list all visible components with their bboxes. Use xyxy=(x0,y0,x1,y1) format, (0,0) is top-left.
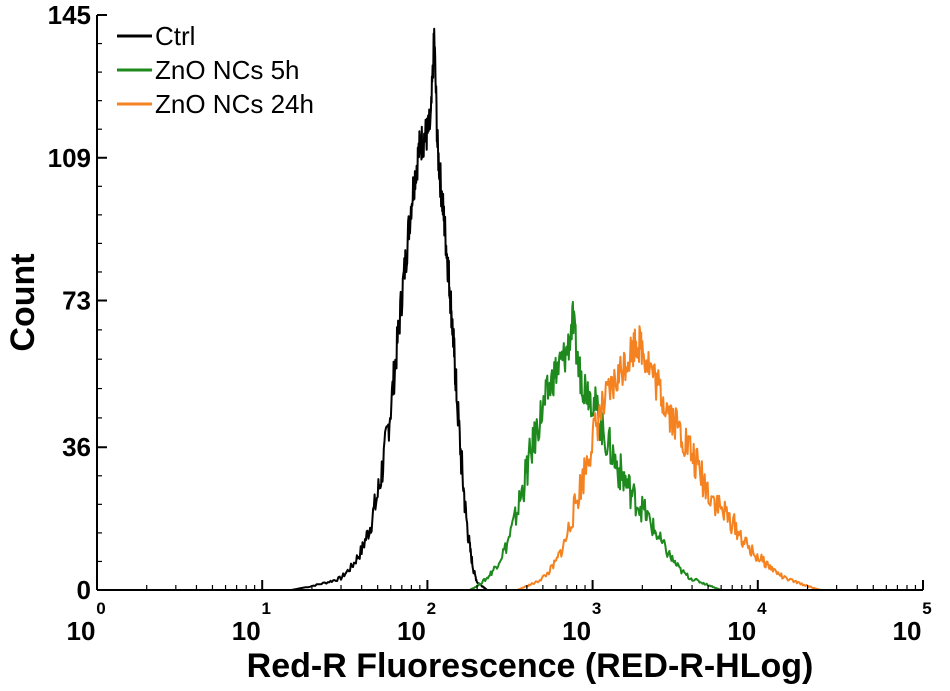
legend-item: ZnO NCs 24h xyxy=(117,89,314,119)
series-line-1 xyxy=(469,300,722,591)
x-tick-base: 10 xyxy=(67,616,96,646)
legend-item: Ctrl xyxy=(117,21,195,51)
x-tick-base: 10 xyxy=(397,616,426,646)
x-tick-label: 103 xyxy=(562,599,601,646)
legend-label: ZnO NCs 5h xyxy=(155,55,300,85)
legend-label: Ctrl xyxy=(155,21,195,51)
y-tick-label: 109 xyxy=(48,143,91,173)
x-tick-exponent: 3 xyxy=(592,599,601,618)
x-tick-base: 10 xyxy=(727,616,756,646)
x-tick-label: 105 xyxy=(893,599,932,646)
y-tick-label: 0 xyxy=(77,575,91,605)
legend: Ctrl ZnO NCs 5h ZnO NCs 24h xyxy=(117,21,314,119)
x-tick-base: 10 xyxy=(562,616,591,646)
x-tick-label: 102 xyxy=(397,599,436,646)
legend-label: ZnO NCs 24h xyxy=(155,89,314,119)
series-line-2 xyxy=(516,325,832,591)
x-tick-base: 10 xyxy=(893,616,922,646)
y-tick-label: 73 xyxy=(62,286,91,316)
x-tick-exponent: 4 xyxy=(757,599,767,618)
y-tick-label: 36 xyxy=(62,432,91,462)
series-layer xyxy=(291,27,832,591)
x-tick-exponent: 1 xyxy=(261,599,270,618)
x-tick-exponent: 0 xyxy=(96,599,105,618)
y-axis-title: Count xyxy=(4,253,42,351)
x-tick-exponent: 2 xyxy=(427,599,436,618)
axes-layer xyxy=(96,14,924,591)
x-tick-label: 104 xyxy=(727,599,767,646)
x-axis-title: Red-R Fluorescence (RED-R-HLog) xyxy=(247,647,814,685)
legend-item: ZnO NCs 5h xyxy=(117,55,300,85)
x-tick-label: 100 xyxy=(67,599,106,646)
y-tick-label: 145 xyxy=(48,0,91,30)
x-tick-exponent: 5 xyxy=(922,599,931,618)
series-line-0 xyxy=(291,27,494,591)
x-tick-label: 101 xyxy=(232,599,271,646)
x-tick-base: 10 xyxy=(232,616,261,646)
